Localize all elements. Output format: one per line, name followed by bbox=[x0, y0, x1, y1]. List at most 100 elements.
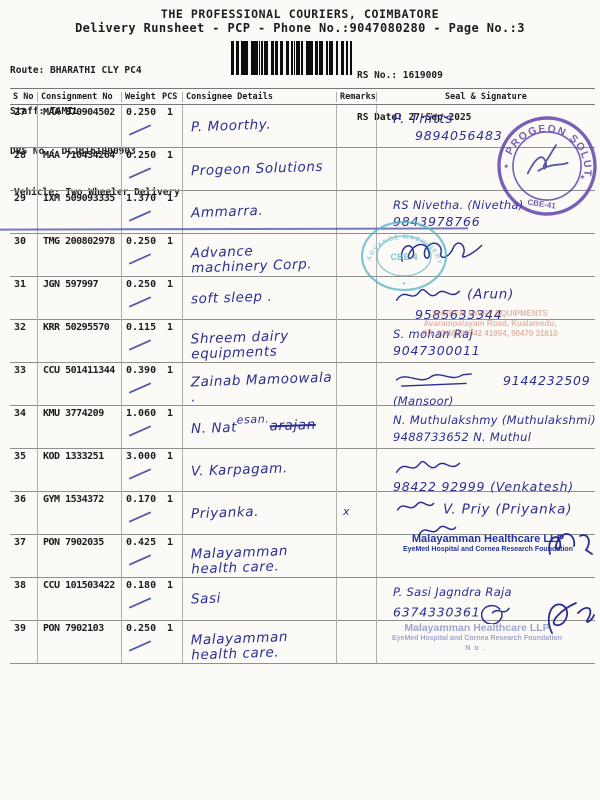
weight-tick-mark bbox=[128, 468, 152, 480]
cell-sno: 30 bbox=[10, 234, 38, 276]
weight-value: 0.250 bbox=[126, 107, 157, 118]
cell-consignee-details: Zainab Mamoowala . bbox=[183, 363, 337, 409]
cell-pcs: 1 bbox=[159, 535, 183, 577]
seal-line: (Arun) bbox=[393, 282, 595, 306]
table-row: 30 TMG 200802978 0.250 1 Advance machinery C… bbox=[10, 234, 595, 277]
seal-text: 9047300011 bbox=[393, 343, 481, 358]
svg-text:★: ★ bbox=[503, 161, 510, 172]
weight-tick-mark bbox=[128, 425, 152, 437]
cell-seal-signature: RS Nivetha. (Nivetha) 9843978766 bbox=[377, 191, 595, 233]
handwritten-consignee: Priyanka. bbox=[190, 503, 260, 523]
barcode bbox=[231, 41, 352, 75]
cell-consignment-no: JGN 597997 bbox=[38, 277, 122, 323]
seal-text: 9843978766 bbox=[393, 214, 481, 229]
cell-remarks bbox=[337, 105, 377, 147]
cell-pcs: 1 bbox=[159, 277, 183, 323]
table-header-row: S No Consignment No Weight PCS Consignee… bbox=[10, 88, 595, 105]
cell-remarks bbox=[337, 191, 377, 233]
page-title: THE PROFESSIONAL COURIERS, COIMBATORE bbox=[160, 7, 440, 21]
weight-tick-mark bbox=[128, 597, 152, 609]
cell-pcs: 1 bbox=[159, 578, 183, 624]
weight-value: 0.115 bbox=[126, 322, 157, 333]
weight-tick-mark bbox=[128, 296, 152, 308]
cell-consignment-no: MAA 710434264 bbox=[38, 148, 122, 190]
handwritten-consignee: soft sleep . bbox=[190, 288, 273, 308]
seal-line: 9144232509 bbox=[393, 368, 595, 392]
col-weight: Weight bbox=[125, 91, 156, 102]
cell-weight: 0.115 bbox=[122, 320, 159, 362]
cell-consignment-no: PON 7902035 bbox=[38, 535, 122, 577]
shreem-dairy-stamp: SHREEM DAIRY EQUIPMENTS Avarampalayam Ro… bbox=[388, 309, 592, 339]
cell-remarks bbox=[337, 277, 377, 323]
signature-scribble bbox=[418, 525, 457, 535]
cell-weight: 0.250 bbox=[122, 234, 159, 276]
col-sno: S No bbox=[10, 91, 38, 102]
cell-pcs: 1 bbox=[159, 148, 183, 190]
seal-text: P. Sasi Jagndra Raja bbox=[393, 585, 512, 599]
weight-tick-mark bbox=[128, 210, 152, 222]
signature-scribble bbox=[400, 242, 483, 262]
cell-pcs: 1 bbox=[159, 105, 183, 147]
signature-scribble bbox=[395, 373, 472, 387]
seal-line: S. mohan Raj bbox=[393, 325, 595, 342]
seal-text: V. Priy (Priyanka) bbox=[443, 501, 573, 518]
seal-line: 9488733652 N. Muthul bbox=[393, 428, 596, 445]
cell-weight: 3.000 bbox=[122, 449, 159, 495]
advance-machinery-stamp: ADVANCE MACHINERY CBE-4 ★ bbox=[360, 220, 448, 292]
stamp-line-2: EyeMed Hospital and Cornea Research Foun… bbox=[403, 546, 573, 553]
weight-value: 0.180 bbox=[126, 580, 157, 591]
seal-phone: 9144232509 bbox=[503, 372, 591, 388]
cell-sno: 38 bbox=[10, 578, 38, 624]
col-pcs: PCS bbox=[159, 91, 183, 102]
handwritten-consignee: Malayamman health care. bbox=[190, 629, 289, 664]
table-row: 38 CCU 101503422 0.180 1 Sasi P. Sasi Jagndra… bbox=[10, 578, 595, 625]
weight-value: 0.250 bbox=[126, 150, 157, 161]
svg-text:CBE-41: CBE-41 bbox=[527, 198, 557, 211]
cell-seal-signature: (Arun) 9585633344 bbox=[377, 277, 595, 323]
cell-consignee-details: Advance machinery Corp. bbox=[183, 234, 337, 276]
seal-text: 9585633344 bbox=[415, 307, 503, 322]
seal-text: 9488733652 N. Muthul bbox=[393, 430, 532, 444]
weight-tick-mark bbox=[128, 253, 152, 265]
stamp-line-1: Malayamman Healthcare LLP bbox=[404, 622, 550, 634]
runsheet-subtitle: Delivery Runsheet - PCP - Phone No.:9047… bbox=[75, 21, 525, 35]
cell-pcs: 1 bbox=[159, 449, 183, 495]
cell-weight: 0.180 bbox=[122, 578, 159, 624]
svg-text:CBE-4: CBE-4 bbox=[390, 252, 417, 262]
cell-consignment-no: GYM 1534372 bbox=[38, 492, 122, 545]
cell-consignee-details: P. Moorthy. bbox=[183, 105, 337, 147]
seal-line: N. Muthulakshmy (Muthulakshmi) bbox=[393, 411, 596, 428]
rs-no-line: RS No.: 1619009 bbox=[357, 70, 443, 81]
table-row: 36 GYM 1534372 0.170 1 Priyanka. x V. Priy (Pr… bbox=[10, 492, 595, 545]
seal-line: 9894056483 bbox=[415, 127, 595, 144]
seal-text: 6374330361 bbox=[393, 604, 481, 620]
table-row: 27 MAA 870904502 0.250 1 P. Moorthy. P. Thitt… bbox=[10, 105, 595, 148]
weight-tick-mark bbox=[128, 167, 152, 179]
table-body: 27 MAA 870904502 0.250 1 P. Moorthy. P. Thitt… bbox=[10, 105, 596, 664]
table-row: 32 KRR 50295570 0.115 1 Shreem dairy equipme… bbox=[10, 320, 595, 363]
cell-sno: 32 bbox=[10, 320, 38, 362]
rs-info-block: RS No.: 1619009 RS Date: 27-Sep-2025 bbox=[357, 41, 471, 153]
col-consignee: Consignee Details bbox=[183, 91, 337, 102]
cell-consignee-details: Malayamman health care. bbox=[183, 621, 337, 663]
seal-line: 98422 92999 (Venkatesh) bbox=[393, 478, 595, 495]
cell-seal-signature: 98422 92999 (Venkatesh) bbox=[377, 449, 595, 495]
cell-pcs: 1 bbox=[159, 320, 183, 362]
cell-sno: 33 bbox=[10, 363, 38, 409]
seal-line: RS Nivetha. (Nivetha) bbox=[393, 196, 595, 213]
seal-text: (Arun) bbox=[467, 286, 515, 303]
cell-sno: 36 bbox=[10, 492, 38, 545]
seal-text: S. mohan Raj bbox=[393, 327, 473, 341]
cell-sno: 35 bbox=[10, 449, 38, 495]
cell-weight: 0.425 bbox=[122, 535, 159, 577]
table-row: 29 IXM 509093335 1.370 1 Ammarra. RS Nivetha.… bbox=[10, 191, 595, 234]
cell-pcs: 1 bbox=[159, 406, 183, 448]
weight-value: 0.250 bbox=[126, 279, 157, 290]
cell-weight: 1.060 bbox=[122, 406, 159, 448]
table-row: 28 MAA 710434264 0.250 1 Progeon Solutions bbox=[10, 148, 595, 191]
handwritten-consignee: Advance machinery Corp. bbox=[190, 243, 313, 277]
cell-pcs: 1 bbox=[159, 234, 183, 276]
cell-weight: 0.390 bbox=[122, 363, 159, 409]
handwritten-consignee: P. Moorthy. bbox=[190, 116, 272, 136]
cell-remarks bbox=[337, 449, 377, 495]
